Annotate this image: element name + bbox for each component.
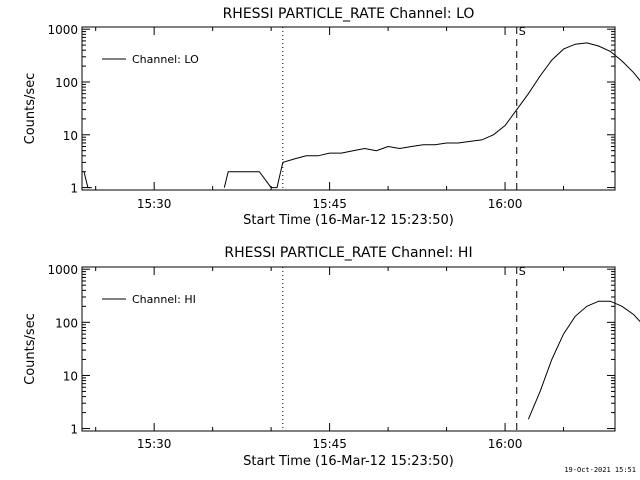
x-tick-label: 16:00: [488, 197, 523, 211]
time-marker-label: S: [519, 25, 526, 38]
chart-panel: RHESSI PARTICLE_RATE Channel: HI 15:30 15:…: [23, 245, 640, 469]
y-tick-label: 1000: [47, 23, 78, 37]
x-tick-label: 15:45: [312, 437, 347, 451]
y-tick-label: 1000: [47, 263, 78, 277]
x-tick-label: 15:30: [137, 437, 172, 451]
y-tick-label: 100: [55, 316, 78, 330]
y-tick-label: 100: [55, 76, 78, 90]
y-tick-label: 10: [63, 369, 78, 383]
series-line: [223, 42, 640, 189]
plot-frame: [81, 26, 616, 191]
chart-title: RHESSI PARTICLE_RATE Channel: LO: [223, 6, 475, 22]
series-line: [83, 171, 92, 189]
legend-label: Channel: HI: [132, 293, 196, 306]
chart-panel: RHESSI PARTICLE_RATE Channel: LO 15:30 15:…: [23, 6, 640, 228]
x-axis-label: Start Time (16-Mar-12 15:23:50): [243, 213, 454, 228]
series-line: [527, 300, 640, 420]
legend-label: Channel: LO: [132, 53, 199, 66]
y-tick-label: 10: [63, 129, 78, 143]
x-tick-label: 15:45: [312, 197, 347, 211]
y-tick-label: 1: [70, 423, 78, 437]
footer-timestamp: 19-Oct-2021 15:51: [564, 466, 636, 474]
y-axis-label: Counts/sec: [23, 73, 38, 145]
x-axis-label: Start Time (16-Mar-12 15:23:50): [243, 454, 454, 469]
y-axis-label: Counts/sec: [23, 313, 38, 385]
x-tick-label: 15:30: [137, 197, 172, 211]
y-tick-label: 1: [70, 182, 78, 196]
time-marker-label: S: [519, 265, 526, 278]
chart-title: RHESSI PARTICLE_RATE Channel: HI: [224, 245, 472, 261]
x-tick-label: 16:00: [488, 437, 523, 451]
plot-frame: [81, 266, 616, 432]
